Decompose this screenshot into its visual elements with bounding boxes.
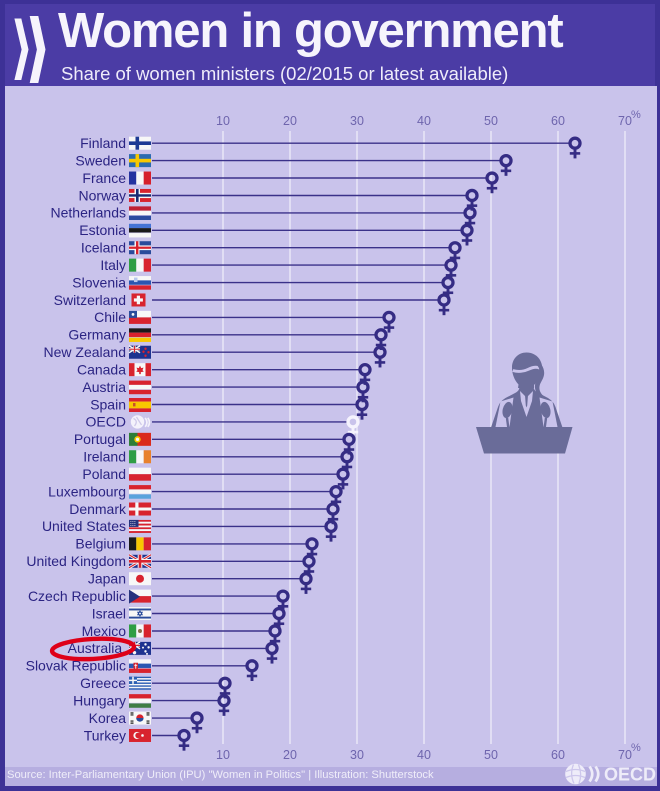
svg-text:Poland: Poland [82,466,126,482]
svg-text:50: 50 [484,748,498,762]
svg-text:United Kingdom: United Kingdom [26,553,126,569]
svg-text:Portugal: Portugal [74,431,126,447]
svg-text:70: 70 [618,748,632,762]
svg-text:Denmark: Denmark [69,501,127,517]
svg-text:Belgium: Belgium [75,536,126,552]
svg-text:United States: United States [42,518,126,534]
svg-text:Ireland: Ireland [83,449,126,465]
svg-text:Germany: Germany [68,327,126,343]
svg-text:Greece: Greece [80,675,126,691]
svg-text:Netherlands: Netherlands [51,205,127,221]
svg-text:Canada: Canada [77,362,126,378]
svg-text:Norway: Norway [79,187,126,203]
svg-text:Switzerland: Switzerland [54,292,126,308]
svg-text:Slovenia: Slovenia [72,274,126,290]
svg-text:Hungary: Hungary [73,692,126,708]
svg-text:60: 60 [551,114,565,128]
svg-text:France: France [82,170,126,186]
svg-text:20: 20 [283,748,297,762]
svg-text:60: 60 [551,748,565,762]
svg-text:Estonia: Estonia [79,222,126,238]
svg-text:Mexico: Mexico [82,623,127,639]
svg-text:30: 30 [350,748,364,762]
svg-text:%: % [631,109,641,121]
svg-text:Korea: Korea [89,710,127,726]
svg-text:Turkey: Turkey [84,727,126,743]
svg-text:Finland: Finland [80,135,126,151]
svg-text:Austria: Austria [82,379,126,395]
svg-text:Australia.: Australia. [68,640,126,656]
svg-text:Chile: Chile [94,309,126,325]
svg-text:20: 20 [283,114,297,128]
svg-text:40: 40 [417,748,431,762]
svg-text:OECD: OECD [604,765,656,785]
svg-text:40: 40 [417,114,431,128]
svg-text:New Zealand: New Zealand [44,344,127,360]
svg-text:Czech Republic: Czech Republic [28,588,126,604]
svg-text:Slovak Republic: Slovak Republic [26,658,126,674]
svg-text:Sweden: Sweden [75,152,126,168]
svg-text:Italy: Italy [100,257,126,273]
svg-text:50: 50 [484,114,498,128]
svg-text:OECD: OECD [86,414,126,430]
svg-text:Japan: Japan [88,571,126,587]
svg-text:Israel: Israel [92,605,126,621]
svg-text:Iceland: Iceland [81,240,126,256]
svg-text:70: 70 [618,114,632,128]
svg-text:%: % [631,742,641,754]
svg-text:10: 10 [216,748,230,762]
svg-text:Spain: Spain [90,396,126,412]
svg-text:10: 10 [216,114,230,128]
svg-text:30: 30 [350,114,364,128]
svg-text:Luxembourg: Luxembourg [48,483,126,499]
